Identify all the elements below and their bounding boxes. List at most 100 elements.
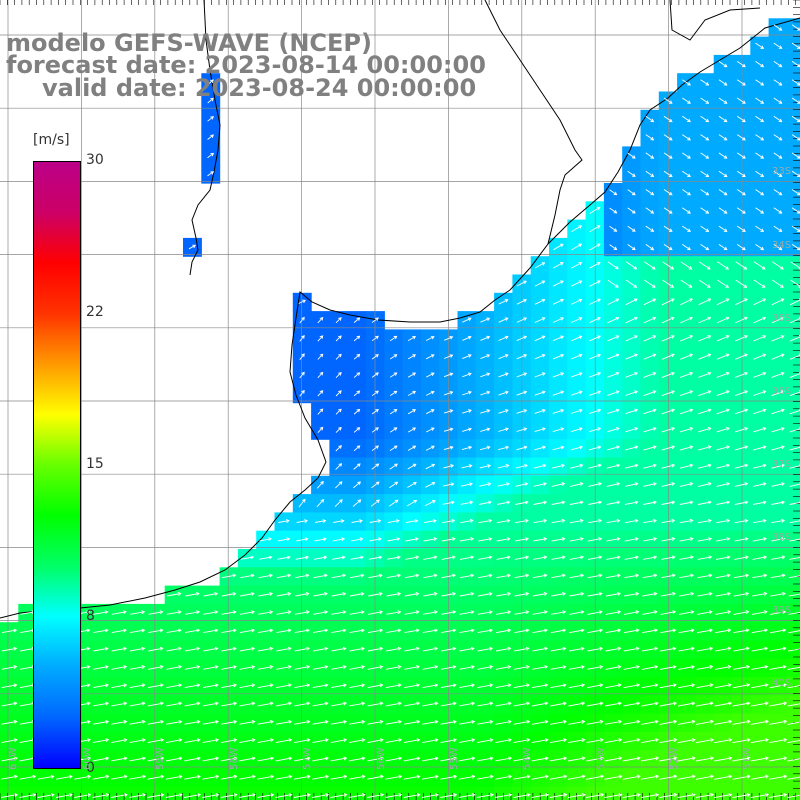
wind-speed-cell [54,786,74,800]
wind-arrow [661,555,676,560]
wind-arrow [718,207,728,214]
wind-arrow [769,664,787,670]
wind-arrow [606,463,621,469]
wind-arrow [714,774,733,780]
wind-arrow [371,372,379,378]
wind-speed-cell [786,73,800,93]
wind-arrow [314,537,327,542]
wind-arrow [660,646,677,652]
wind-arrow [769,719,788,725]
wind-arrow [258,610,274,615]
wind-arrow [405,555,420,560]
wind-arrow [385,756,403,762]
wind-arrow [531,793,550,799]
wind-arrow [697,591,713,597]
wind-arrow [404,701,421,707]
wind-arrow [184,628,201,634]
wind-arrow [165,774,183,780]
wind-arrow [477,738,494,744]
wind-arrow [148,665,164,670]
wind-arrow [93,610,109,615]
wind-arrow [221,665,237,670]
lon-label-57w: 57W [302,747,313,770]
wind-arrow [531,738,549,744]
wind-arrow [295,591,310,597]
wind-arrow [788,648,800,652]
wind-arrow [586,774,605,780]
wind-arrow [643,445,657,451]
wind-arrow [677,792,696,799]
lon-label-54w: 54W [522,747,533,770]
wind-arrow [367,774,384,780]
wind-arrow [386,591,402,597]
wind-arrow [534,262,546,269]
wind-arrow [732,701,751,707]
wind-arrow [661,408,676,415]
wind-arrow [388,499,399,507]
wind-arrow [516,335,528,342]
wind-arrow [700,189,710,196]
wind-arrow [425,445,435,451]
wind-arrow [736,189,746,196]
wind-arrow [769,756,788,762]
wind-arrow [552,463,565,469]
wind-arrow [552,353,565,360]
wind-arrow [349,610,365,615]
wind-arrow [296,519,309,523]
wind-arrow [498,317,509,323]
wind-arrow [367,665,384,670]
wind-arrow [663,225,673,232]
wind-arrow [679,463,694,469]
wind-arrow [641,683,659,689]
wind-arrow [787,685,800,689]
wind-arrow [771,537,786,542]
wind-arrow [203,665,219,670]
wind-arrow [736,79,746,86]
wind-arrow [606,500,621,505]
wind-arrow [111,719,128,725]
wind-arrow [330,793,348,798]
wind-arrow [367,719,384,725]
wind-arrow [622,756,641,762]
lon-label-51w: 51W [742,747,753,770]
wind-arrow [750,756,769,762]
wind-arrow [623,683,641,689]
wind-arrow [791,61,800,68]
wind-arrow [661,298,675,306]
lat-label-38s: 38S [772,532,792,543]
wind-arrow [294,610,310,615]
wind-arrow [461,482,473,487]
wind-arrow [623,665,640,670]
wind-arrow [714,701,733,707]
wind-arrow [534,390,546,396]
wind-arrow [679,426,694,433]
wind-arrow [752,463,767,469]
wind-arrow [789,445,800,451]
wind-speed-cell [786,128,800,147]
wind-arrow [441,555,456,560]
wind-arrow [773,244,783,251]
wind-arrow [277,537,291,542]
wind-arrow [294,665,311,670]
wind-arrow [275,774,293,780]
wind-arrow [407,354,417,360]
wind-arrow [750,719,769,725]
wind-arrow [440,665,457,670]
wind-arrow [299,335,305,342]
wind-arrow [605,591,621,597]
wind-arrow [571,225,583,233]
wind-arrow [641,738,659,744]
wind-arrow [734,518,749,524]
wind-arrow [659,683,677,689]
wind-arrow [772,261,784,270]
wind-arrow [349,719,366,725]
wind-arrow [1,683,18,689]
lon-label-60w: 60W [82,747,93,770]
wind-arrow [663,115,673,123]
wind-speed-cell [18,786,38,800]
wind-arrow [769,646,787,652]
wind-speed-cell [786,366,800,385]
wind-arrow [605,610,622,615]
wind-arrow [753,353,767,360]
wind-arrow [371,427,379,433]
